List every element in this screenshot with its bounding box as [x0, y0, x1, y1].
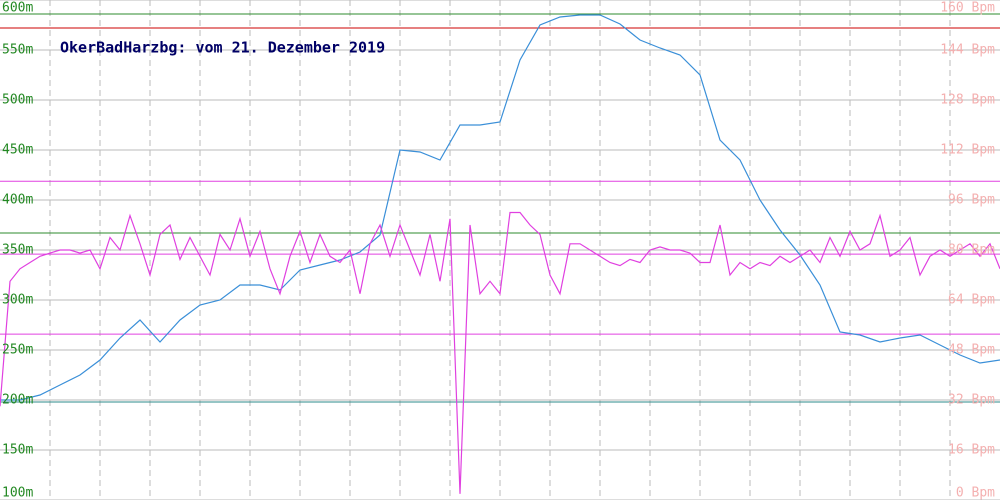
y2-tick-label: 160 Bpm: [940, 1, 995, 16]
y2-tick-label: 32 Bpm: [948, 393, 995, 408]
y2-tick-label: 128 Bpm: [940, 93, 995, 108]
y-tick-label: 550m: [2, 43, 33, 58]
y-tick-label: 100m: [2, 486, 33, 500]
y-tick-label: 250m: [2, 343, 33, 358]
y-tick-label: 300m: [2, 293, 33, 308]
y-tick-label: 450m: [2, 143, 33, 158]
series-line: [0, 211, 1000, 494]
y2-tick-label: 144 Bpm: [940, 43, 995, 58]
reference-lines: [0, 13, 1000, 403]
y-tick-label: 400m: [2, 193, 33, 208]
chart-title: OkerBadHarzbg: vom 21. Dezember 2019: [60, 39, 385, 57]
lines: [0, 14, 1000, 494]
y-tick-label: 500m: [2, 93, 33, 108]
y2-tick-label: 112 Bpm: [940, 143, 995, 158]
y-tick-label: 600m: [2, 1, 33, 16]
y2-tick-label: 48 Bpm: [948, 343, 995, 358]
y2-tick-label: 16 Bpm: [948, 443, 995, 458]
y-tick-label: 150m: [2, 443, 33, 458]
y2-tick-label: 96 Bpm: [948, 193, 995, 208]
y2-tick-label: 64 Bpm: [948, 293, 995, 308]
y2-tick-label: 0 Bpm: [956, 486, 995, 500]
series-line: [0, 14, 1000, 401]
y2-tick-label: 80 Bpm: [948, 243, 995, 258]
y-tick-label: 350m: [2, 243, 33, 258]
y-tick-label: 200m: [2, 393, 33, 408]
